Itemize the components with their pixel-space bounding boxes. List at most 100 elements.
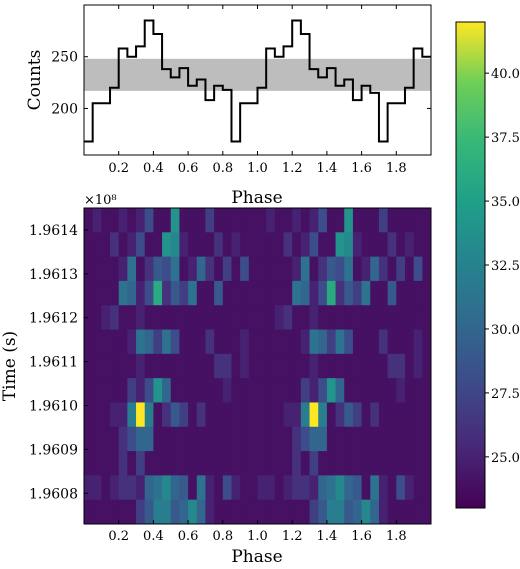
- heatmap-cell: [144, 208, 154, 233]
- heatmap-cell: [110, 378, 120, 403]
- heatmap-cell: [136, 329, 146, 355]
- heatmap-cell: [309, 475, 319, 501]
- heatmap-cell: [222, 426, 232, 452]
- heatmap-cell: [110, 426, 120, 452]
- heatmap-cell: [309, 232, 319, 258]
- heatmap-cell: [179, 402, 189, 428]
- top-y-axis-label: Counts: [25, 50, 45, 111]
- bottom-x-tick-label: 1.0: [247, 529, 268, 544]
- bottom-x-tick-label: 1.2: [282, 529, 303, 544]
- heatmap-cell: [370, 475, 380, 501]
- colorbar-ticks: 25.0 27.5 30.0 32.5 35.0 37.5 40.0: [485, 67, 520, 466]
- heatmap-cell: [205, 305, 215, 331]
- heatmap-cell: [84, 329, 94, 355]
- heatmap-cell: [344, 402, 354, 428]
- heatmap-cell: [378, 329, 389, 355]
- heatmap-cell: [309, 378, 319, 403]
- heatmap-cell: [153, 402, 163, 428]
- heatmap-cell: [318, 402, 328, 428]
- heatmap-cell: [318, 353, 328, 379]
- heatmap-cell: [144, 353, 154, 379]
- heatmap-cell: [222, 353, 232, 379]
- heatmap-cell: [274, 426, 285, 452]
- heatmap-cell: [118, 256, 128, 282]
- heatmap-cell: [231, 499, 241, 525]
- heatmap-cell: [92, 426, 102, 452]
- heatmap-cell: [196, 378, 206, 403]
- heatmap-cell: [231, 475, 241, 501]
- heatmap-cell: [84, 305, 94, 331]
- top-x-tick-label: 1.4: [317, 161, 338, 176]
- heatmap-cell: [188, 280, 198, 306]
- heatmap-cell: [378, 280, 389, 306]
- heatmap-cell: [101, 378, 111, 403]
- heatmap-cell: [344, 305, 354, 331]
- heatmap-cell: [118, 329, 128, 355]
- heatmap-cell: [309, 426, 319, 452]
- heatmap-cell: [396, 353, 406, 379]
- heatmap-cell: [387, 451, 397, 476]
- heatmap-cell: [370, 402, 380, 428]
- heatmap-cell: [205, 499, 215, 525]
- heatmap-cell: [300, 402, 311, 428]
- heatmap-cell: [222, 451, 232, 476]
- heatmap-cell: [361, 232, 371, 258]
- bottom-x-axis-label: Phase: [231, 547, 282, 567]
- heatmap-cell: [292, 402, 302, 428]
- heatmap-cell: [222, 280, 232, 306]
- heatmap-cell: [179, 232, 189, 258]
- heatmap-cell: [292, 353, 302, 379]
- heatmap-cell: [335, 451, 345, 476]
- heatmap-cell: [266, 329, 276, 355]
- heatmap-cell: [222, 329, 232, 355]
- heatmap-cell: [84, 256, 94, 282]
- heatmap-cell: [292, 499, 302, 525]
- heatmap-cell: [387, 426, 397, 452]
- heatmap-cell: [222, 402, 232, 428]
- heatmap-cell: [266, 208, 276, 233]
- heatmap-cell: [248, 499, 258, 525]
- heatmap-cell: [257, 280, 267, 306]
- heatmap-cell: [300, 451, 311, 476]
- heatmap-cell: [127, 426, 137, 452]
- heatmap-cell: [326, 475, 337, 501]
- colorbar-tick-label: 25.0: [491, 451, 520, 466]
- heatmap-cell: [144, 256, 154, 282]
- heatmap-cell: [162, 499, 172, 525]
- top-y-tick-label: 200: [51, 101, 78, 117]
- bottom-x-tick-label: 1.4: [317, 529, 338, 544]
- heatmap-cell: [361, 451, 371, 476]
- heatmap-cell: [144, 475, 154, 501]
- heatmap-cell: [274, 402, 285, 428]
- heatmap-cell: [283, 232, 293, 258]
- heatmap-cell: [404, 208, 415, 233]
- heatmap-cell: [240, 280, 250, 306]
- heatmap-cell: [283, 402, 293, 428]
- heatmap-cell: [413, 426, 423, 452]
- heatmap-cell: [214, 280, 224, 306]
- heatmap-cell: [292, 256, 302, 282]
- heatmap-cell: [370, 305, 380, 331]
- top-x-tick-label: 0.8: [212, 161, 233, 176]
- top-x-tick-label: 1.2: [282, 161, 303, 176]
- heatmap-cell: [231, 232, 241, 258]
- heatmap-cell: [283, 378, 293, 403]
- heatmap-cell: [248, 232, 258, 258]
- heatmap-cell: [283, 451, 293, 476]
- heatmap-cell: [318, 232, 328, 258]
- heatmap-cell: [136, 499, 146, 525]
- heatmap-cell: [404, 499, 415, 525]
- heatmap-cell: [326, 378, 337, 403]
- heatmap-cell: [283, 256, 293, 282]
- heatmap-cell: [266, 256, 276, 282]
- heatmap-cell: [413, 329, 423, 355]
- heatmap-cell: [92, 402, 102, 428]
- heatmap-cell: [118, 280, 128, 306]
- heatmap-cell: [205, 426, 215, 452]
- heatmap-cell: [188, 256, 198, 282]
- heatmap-cell: [110, 451, 120, 476]
- heatmap-cell: [101, 475, 111, 501]
- heatmap-cell: [396, 305, 406, 331]
- heatmap-cell: [196, 426, 206, 452]
